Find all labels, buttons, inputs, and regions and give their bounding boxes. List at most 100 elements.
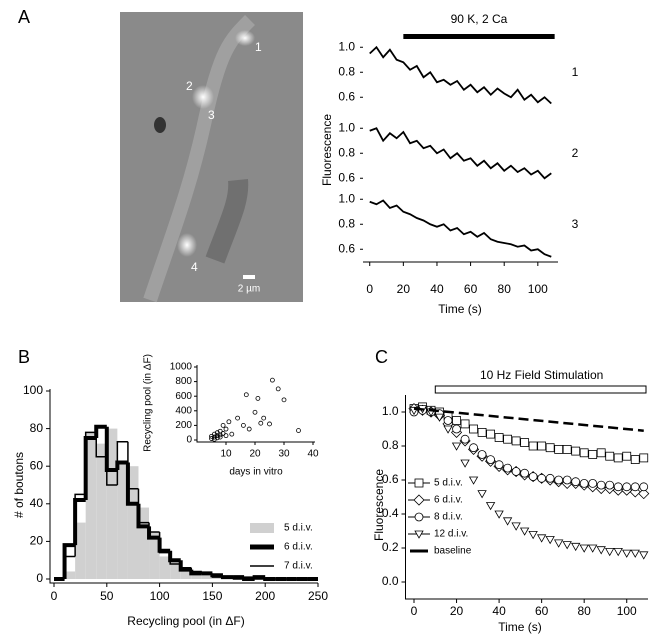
marker (520, 438, 530, 448)
x-tick-label: 30 (278, 449, 290, 460)
marker (588, 478, 598, 488)
legend-label: 5 d.i.v. (434, 478, 463, 489)
marker (639, 482, 649, 492)
histogram-step (211, 573, 223, 578)
histogram-bar (149, 532, 160, 579)
marker (503, 434, 513, 444)
legend-label: 6 d.i.v. (284, 542, 313, 553)
x-tick-label: 80 (578, 604, 592, 618)
scatter-point (269, 377, 275, 383)
y-tick-label: 0.0 (382, 574, 399, 588)
histogram-bar (85, 432, 97, 579)
marker (571, 477, 581, 487)
trace (369, 45, 552, 105)
legend-label: 7 d.i.v. (284, 561, 313, 572)
marker (596, 480, 606, 490)
y-tick-label: 0.8 (338, 145, 355, 159)
marker (639, 551, 649, 560)
legend-label: baseline (434, 546, 472, 557)
marker (494, 433, 504, 442)
marker (605, 451, 615, 461)
marker (443, 416, 453, 425)
y-tick-label: 1.0 (338, 39, 355, 53)
y-tick-label: 0 (36, 571, 43, 585)
histogram-bar (201, 575, 213, 579)
scatter-point (275, 386, 281, 392)
x-tick-label: 20 (450, 604, 464, 618)
marker (460, 459, 470, 468)
marker (537, 441, 547, 451)
marker (562, 475, 572, 485)
histogram-bar (64, 571, 76, 579)
marker (579, 478, 589, 488)
scatter-point (243, 392, 249, 398)
histogram-step (168, 550, 181, 563)
trace (369, 127, 552, 180)
image-label: 2 (186, 79, 193, 93)
histogram-step (63, 555, 76, 579)
y-tick-label: 80 (30, 421, 44, 435)
histogram-step (157, 537, 171, 553)
y-tick-label: 60 (30, 458, 44, 472)
histogram-step (106, 456, 118, 486)
marker (477, 450, 487, 459)
histogram-step (179, 563, 192, 569)
histogram-step (253, 577, 266, 580)
marker (588, 544, 598, 553)
marker (630, 482, 640, 492)
histogram-bar (159, 556, 171, 579)
marker (545, 536, 555, 545)
y-tick-label: 1.0 (382, 404, 399, 418)
legend-label: 5 d.i.v. (284, 523, 313, 534)
y-tick-label: 0.8 (338, 216, 355, 230)
marker (570, 542, 581, 552)
y-axis-label: Fluorescence (372, 469, 386, 541)
marker (545, 443, 555, 453)
stimulus-bar (403, 34, 555, 39)
y-tick-label: 1.0 (338, 191, 355, 205)
marker (536, 534, 547, 543)
marker (511, 467, 521, 476)
trace (369, 199, 552, 258)
y-axis-label: Recycling pool (in ΔF) (143, 354, 154, 452)
marker (485, 502, 496, 511)
marker (553, 539, 564, 548)
scale-bar-label: 2 µm (238, 284, 260, 295)
baseline (413, 407, 644, 432)
histogram-bar (106, 428, 118, 579)
trace-label: 3 (572, 217, 579, 231)
panel-label: C (375, 347, 388, 367)
scatter-point (240, 422, 246, 428)
histogram-step (137, 488, 150, 524)
y-tick-label: 0.4 (382, 506, 399, 520)
marker (554, 475, 564, 485)
x-tick-label: 50 (100, 589, 114, 603)
marker (562, 541, 572, 550)
legend-swatch (250, 523, 274, 533)
marker (622, 451, 632, 461)
x-axis-label: Time (s) (498, 620, 542, 634)
scatter-point (281, 397, 287, 403)
x-tick-label: 40 (492, 604, 506, 618)
marker (571, 446, 581, 456)
x-tick-label: 100 (150, 589, 170, 603)
scatter-point (214, 435, 220, 441)
histogram-step (127, 441, 139, 490)
x-tick-label: 80 (498, 282, 512, 296)
legend-label: 12 d.i.v. (434, 529, 468, 540)
histogram-step (74, 493, 86, 557)
x-tick-label: 250 (308, 589, 328, 603)
marker (451, 442, 462, 451)
y-tick-label: 0.2 (382, 540, 399, 554)
histogram-bar (75, 522, 86, 579)
y-tick-label: 400 (175, 405, 192, 416)
legend-marker (414, 512, 424, 522)
x-tick-label: 100 (617, 604, 637, 618)
marker (605, 480, 615, 490)
legend-marker (414, 530, 424, 539)
trace-label: 1 (572, 65, 579, 79)
scatter-point (226, 419, 232, 425)
marker (528, 441, 538, 451)
marker (554, 444, 564, 454)
